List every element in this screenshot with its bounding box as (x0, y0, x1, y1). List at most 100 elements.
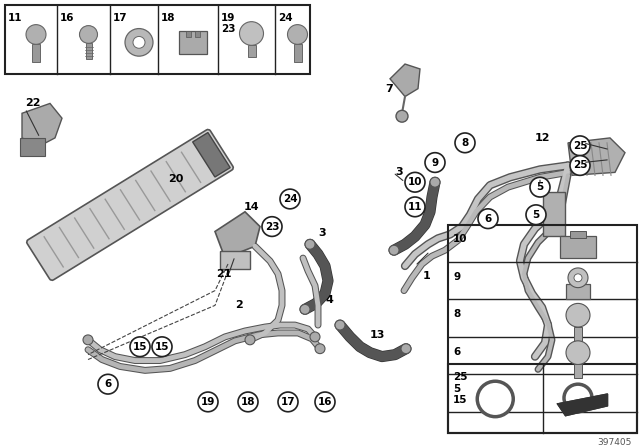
Bar (448, 224, 637, 433)
Text: 6: 6 (453, 347, 460, 357)
Text: 16: 16 (317, 397, 332, 407)
Circle shape (564, 384, 592, 412)
Text: 12: 12 (535, 133, 550, 143)
Circle shape (455, 133, 475, 153)
Bar (195, 30, 200, 38)
Circle shape (315, 392, 335, 412)
Bar (186, 30, 191, 38)
Circle shape (570, 136, 590, 155)
Text: 21: 21 (216, 269, 232, 279)
Text: 10: 10 (453, 234, 467, 245)
Text: 13: 13 (370, 330, 385, 340)
Bar (574, 365, 582, 378)
Text: 6: 6 (104, 379, 111, 389)
Bar (248, 45, 255, 57)
Text: 9: 9 (453, 272, 460, 282)
Circle shape (405, 197, 425, 217)
Text: 20: 20 (168, 174, 184, 184)
Circle shape (262, 217, 282, 237)
Bar (574, 327, 582, 341)
Text: 25: 25 (453, 372, 467, 382)
Text: 7: 7 (385, 84, 393, 94)
Bar (566, 284, 590, 299)
Circle shape (425, 153, 445, 172)
Circle shape (530, 177, 550, 197)
Circle shape (401, 344, 411, 353)
Bar (560, 237, 596, 258)
Circle shape (389, 246, 399, 255)
Text: 16: 16 (60, 13, 74, 23)
Circle shape (280, 189, 300, 209)
Bar (220, 251, 250, 269)
Polygon shape (568, 138, 625, 175)
Text: 9: 9 (431, 158, 438, 168)
Text: 22: 22 (25, 99, 40, 108)
Circle shape (278, 392, 298, 412)
Text: 6: 6 (484, 214, 492, 224)
Text: 397405: 397405 (598, 438, 632, 448)
FancyBboxPatch shape (27, 129, 234, 280)
Circle shape (305, 239, 315, 249)
Circle shape (245, 335, 255, 345)
Bar (193, 133, 230, 177)
Bar (86, 43, 92, 59)
Text: 10: 10 (408, 177, 422, 187)
Circle shape (83, 335, 93, 345)
Polygon shape (215, 212, 260, 258)
Circle shape (125, 29, 153, 56)
Text: 14: 14 (244, 202, 260, 212)
Circle shape (574, 274, 582, 282)
Text: 5: 5 (536, 182, 543, 192)
Circle shape (287, 25, 307, 44)
Circle shape (396, 110, 408, 122)
Circle shape (300, 304, 310, 314)
Circle shape (570, 155, 590, 175)
Text: 25: 25 (573, 141, 588, 151)
Circle shape (478, 209, 498, 228)
Text: 17: 17 (281, 397, 295, 407)
Bar (543, 192, 565, 237)
Text: 24: 24 (283, 194, 298, 204)
Circle shape (79, 26, 97, 43)
Text: 18: 18 (241, 397, 255, 407)
Bar (179, 30, 207, 54)
Circle shape (315, 344, 325, 353)
Bar (294, 44, 301, 62)
Text: 23: 23 (265, 222, 279, 232)
Circle shape (239, 22, 264, 45)
Circle shape (405, 172, 425, 192)
Circle shape (566, 341, 590, 365)
Text: 8: 8 (453, 309, 460, 319)
Circle shape (526, 205, 546, 224)
Text: 2: 2 (235, 300, 243, 310)
Circle shape (133, 36, 145, 48)
Circle shape (310, 332, 320, 342)
Circle shape (566, 303, 590, 327)
Circle shape (477, 381, 513, 417)
Text: 5: 5 (532, 210, 540, 220)
Circle shape (430, 177, 440, 187)
Text: 19: 19 (201, 397, 215, 407)
Circle shape (130, 337, 150, 357)
Polygon shape (22, 103, 62, 146)
Bar (5, 5, 310, 74)
Text: 3: 3 (318, 228, 326, 238)
Text: 3: 3 (395, 168, 403, 177)
Bar (32, 44, 40, 62)
Circle shape (198, 392, 218, 412)
Text: 4: 4 (325, 295, 333, 306)
Circle shape (98, 375, 118, 394)
Text: 1: 1 (423, 271, 431, 281)
Bar (448, 365, 637, 433)
Text: 24: 24 (278, 13, 292, 23)
Text: 5
15: 5 15 (453, 384, 467, 405)
Circle shape (335, 320, 345, 330)
Text: 15: 15 (132, 342, 147, 352)
Text: 17: 17 (113, 13, 127, 23)
Text: 25: 25 (573, 160, 588, 171)
Text: 15: 15 (155, 342, 169, 352)
Circle shape (26, 25, 46, 44)
Text: 11: 11 (408, 202, 422, 212)
Bar (20, 138, 45, 155)
Polygon shape (557, 394, 607, 416)
